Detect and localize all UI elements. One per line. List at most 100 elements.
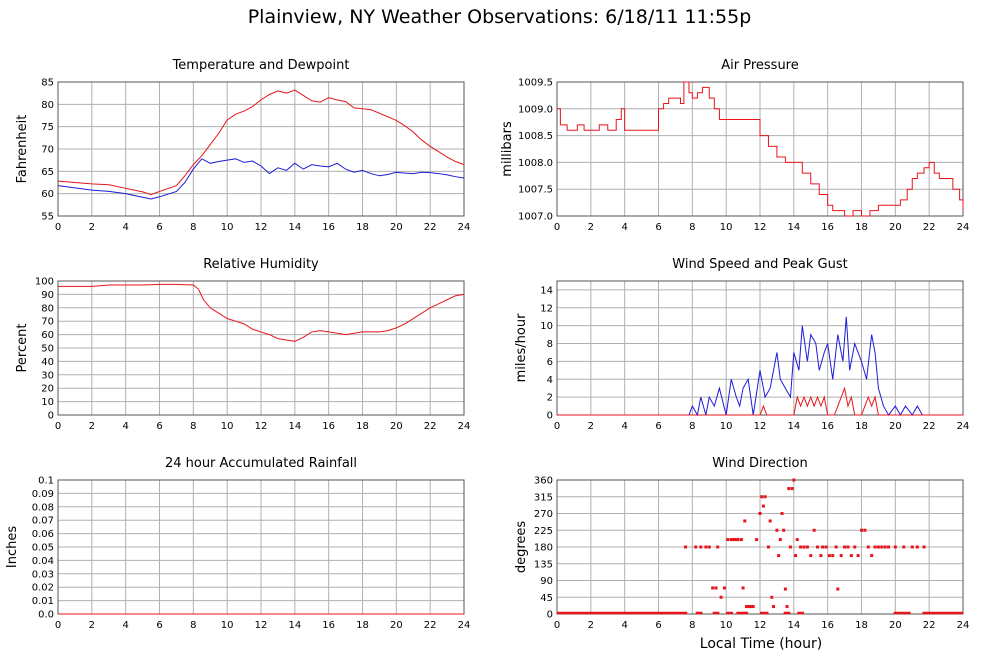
direction-point bbox=[763, 495, 767, 499]
direction-title: Wind Direction bbox=[712, 456, 808, 471]
temp-ytick-label: 85 bbox=[41, 78, 54, 89]
direction-point bbox=[856, 554, 860, 558]
humidity-ytick-label: 90 bbox=[41, 290, 54, 301]
direction-point bbox=[902, 545, 906, 549]
direction-point bbox=[768, 519, 772, 523]
humidity-xtick-label: 22 bbox=[424, 421, 437, 432]
humidity-xtick-label: 0 bbox=[55, 421, 61, 432]
rain-ytick-label: 0.0 bbox=[38, 610, 54, 621]
wind-xtick-label: 6 bbox=[655, 421, 661, 432]
direction-point bbox=[922, 545, 926, 549]
wind-series-line-0 bbox=[557, 316, 963, 417]
rain-xtick-label: 18 bbox=[356, 620, 369, 631]
humidity-ytick-label: 0 bbox=[48, 411, 54, 422]
pressure-xtick-label: 20 bbox=[889, 222, 902, 233]
pressure-ytick-label: 1008.0 bbox=[518, 158, 553, 169]
pressure-xtick-label: 16 bbox=[821, 222, 834, 233]
direction-ytick-label: 270 bbox=[534, 509, 553, 520]
direction-point bbox=[751, 605, 755, 609]
wind-ytick-label: 4 bbox=[547, 375, 553, 386]
rain-ytick-label: 0.01 bbox=[32, 596, 54, 607]
humidity-ytick-label: 70 bbox=[41, 317, 54, 328]
rain-xtick-label: 12 bbox=[255, 620, 268, 631]
direction-point bbox=[758, 512, 762, 515]
temp-xtick-label: 24 bbox=[458, 222, 471, 233]
temp-plot-frame bbox=[57, 81, 465, 217]
wind-xtick-label: 8 bbox=[689, 421, 695, 432]
direction-point bbox=[739, 538, 743, 542]
direction-ytick-label: 360 bbox=[534, 476, 553, 487]
direction-point bbox=[802, 545, 806, 549]
direction-point bbox=[805, 545, 809, 549]
pressure-ytick-label: 1008.5 bbox=[518, 131, 553, 142]
temp-ytick-label: 70 bbox=[41, 145, 54, 156]
humidity-xtick-label: 18 bbox=[356, 421, 369, 432]
direction-point bbox=[792, 478, 796, 482]
humidity-ylabel: Percent bbox=[15, 324, 30, 373]
pressure-xtick-label: 10 bbox=[720, 222, 733, 233]
humidity-xtick-label: 24 bbox=[458, 421, 471, 432]
humidity-ytick-label: 50 bbox=[41, 344, 54, 355]
direction-point bbox=[766, 545, 770, 549]
temp-xtick-label: 8 bbox=[190, 222, 196, 233]
direction-xtick-label: 8 bbox=[689, 620, 695, 631]
wind-xtick-label: 0 bbox=[554, 421, 560, 432]
direction-point bbox=[755, 538, 759, 542]
direction-point bbox=[719, 595, 723, 599]
direction-ylabel: degrees bbox=[514, 521, 529, 574]
wind-xtick-label: 4 bbox=[621, 421, 627, 432]
pressure-plot-frame bbox=[556, 81, 964, 217]
temp-title: Temperature and Dewpoint bbox=[172, 58, 350, 73]
direction-point bbox=[726, 538, 730, 542]
direction-point bbox=[783, 587, 787, 591]
direction-point bbox=[746, 605, 750, 609]
temp-ytick-label: 65 bbox=[41, 167, 54, 178]
rain-xtick-label: 2 bbox=[89, 620, 95, 631]
direction-point bbox=[772, 605, 776, 609]
rain-xtick-label: 6 bbox=[156, 620, 162, 631]
direction-point bbox=[876, 545, 880, 549]
direction-point bbox=[831, 554, 835, 558]
pressure-ylabel: millibars bbox=[500, 121, 515, 177]
humidity-ytick-label: 80 bbox=[41, 303, 54, 314]
wind-ytick-label: 12 bbox=[540, 303, 553, 314]
temp-xtick-label: 18 bbox=[356, 222, 369, 233]
direction-point bbox=[790, 487, 794, 491]
direction-xtick-label: 22 bbox=[923, 620, 936, 631]
wind-xtick-label: 18 bbox=[855, 421, 868, 432]
rain-xtick-label: 8 bbox=[190, 620, 196, 631]
wind-xtick-label: 14 bbox=[787, 421, 800, 432]
pressure-xtick-label: 22 bbox=[923, 222, 936, 233]
direction-point bbox=[699, 545, 703, 549]
pressure-ytick-label: 1009.5 bbox=[518, 78, 553, 89]
temp-series-line-0 bbox=[57, 89, 465, 196]
wind-ytick-label: 0 bbox=[547, 411, 553, 422]
direction-point bbox=[915, 545, 919, 549]
rain-ytick-label: 0.05 bbox=[32, 543, 54, 554]
direction-point bbox=[777, 554, 781, 558]
x-axis-label: Local Time (hour) bbox=[699, 636, 823, 652]
pressure-xtick-label: 0 bbox=[554, 222, 560, 233]
direction-point bbox=[714, 586, 718, 590]
temp-ytick-label: 80 bbox=[41, 100, 54, 111]
temp-xtick-label: 6 bbox=[156, 222, 162, 233]
direction-point bbox=[761, 504, 765, 508]
direction-point bbox=[744, 605, 748, 609]
direction-point bbox=[809, 554, 813, 558]
rain-xtick-label: 10 bbox=[221, 620, 234, 631]
wind-ytick-label: 14 bbox=[540, 285, 553, 296]
temp-ytick-label: 75 bbox=[41, 122, 54, 133]
wind-title: Wind Speed and Peak Gust bbox=[672, 257, 847, 272]
direction-point bbox=[893, 545, 897, 549]
humidity-ytick-label: 10 bbox=[41, 397, 54, 408]
rain-xtick-label: 24 bbox=[458, 620, 471, 631]
direction-point bbox=[775, 528, 779, 532]
wind-xtick-label: 16 bbox=[821, 421, 834, 432]
direction-point bbox=[836, 587, 840, 591]
wind-xtick-label: 2 bbox=[588, 421, 594, 432]
